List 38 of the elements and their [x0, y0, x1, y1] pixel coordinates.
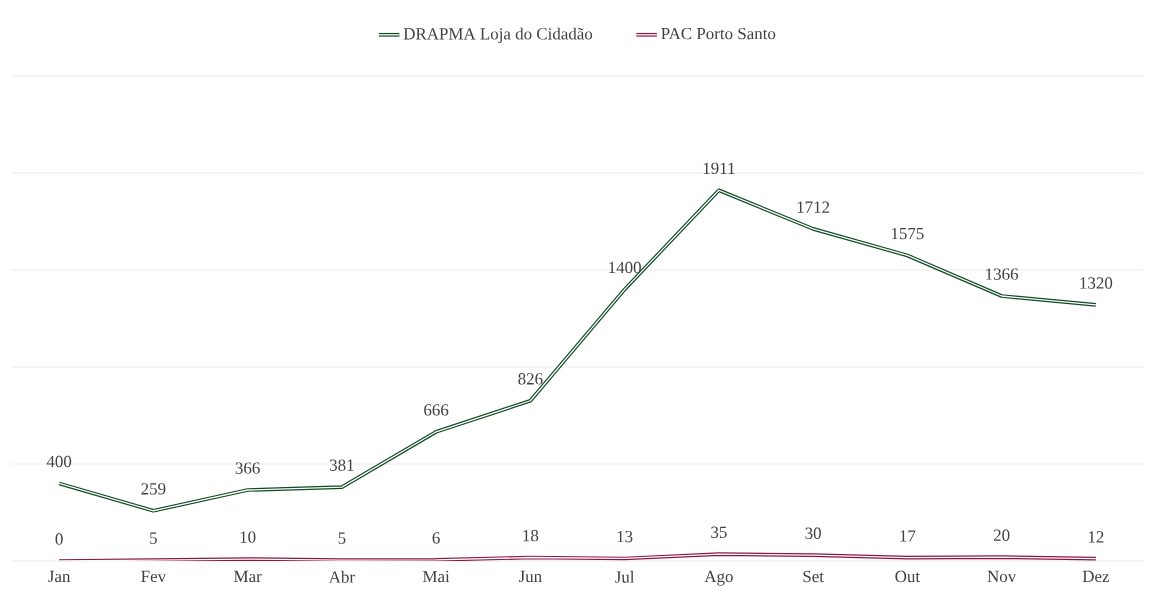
data-label: 1366 — [986, 268, 1019, 280]
data-label: 1575 — [891, 227, 924, 240]
data-label: 13 — [617, 530, 633, 543]
x-tick-label: Out — [895, 570, 920, 583]
x-tick-label: Nov — [987, 570, 1017, 583]
data-label: 35 — [711, 526, 727, 539]
x-tick-label: Dez — [1082, 570, 1110, 583]
data-label: 18 — [523, 529, 539, 542]
data-label: 1320 — [1080, 277, 1113, 289]
x-tick-label: Jun — [518, 570, 542, 583]
data-label: 5 — [338, 532, 346, 544]
x-tick-label: Ago — [704, 570, 733, 586]
legend-label: DRAPMA Loja do Cidadão — [403, 27, 593, 43]
data-label: 366 — [235, 462, 260, 474]
data-label: 826 — [518, 373, 543, 385]
data-label: 6 — [432, 532, 440, 544]
x-tick-label: Fev — [141, 570, 167, 583]
data-label: 5 — [150, 532, 157, 544]
data-label: 1400 — [609, 261, 641, 274]
data-label: 10 — [240, 531, 256, 543]
data-label: 259 — [141, 483, 166, 495]
x-tick-label: Mar — [234, 570, 262, 583]
x-tick-label: Jan — [48, 570, 71, 583]
x-tick-label: Jul — [615, 570, 635, 583]
data-label: 1911 — [703, 162, 735, 175]
data-label: 1712 — [797, 201, 830, 213]
data-label: 17 — [900, 530, 916, 542]
data-label: 381 — [329, 459, 354, 471]
x-tick-label: Mai — [422, 570, 450, 583]
data-label: 20 — [993, 529, 1010, 541]
data-label: 400 — [46, 455, 72, 468]
x-tick-label: Set — [803, 570, 824, 583]
data-label: 666 — [424, 404, 449, 416]
data-label: 0 — [55, 533, 63, 545]
data-label: 12 — [1088, 531, 1104, 543]
legend-label: PAC Porto Santo — [661, 27, 776, 40]
data-label: 30 — [805, 527, 821, 539]
x-tick-label: Abr — [328, 570, 355, 583]
